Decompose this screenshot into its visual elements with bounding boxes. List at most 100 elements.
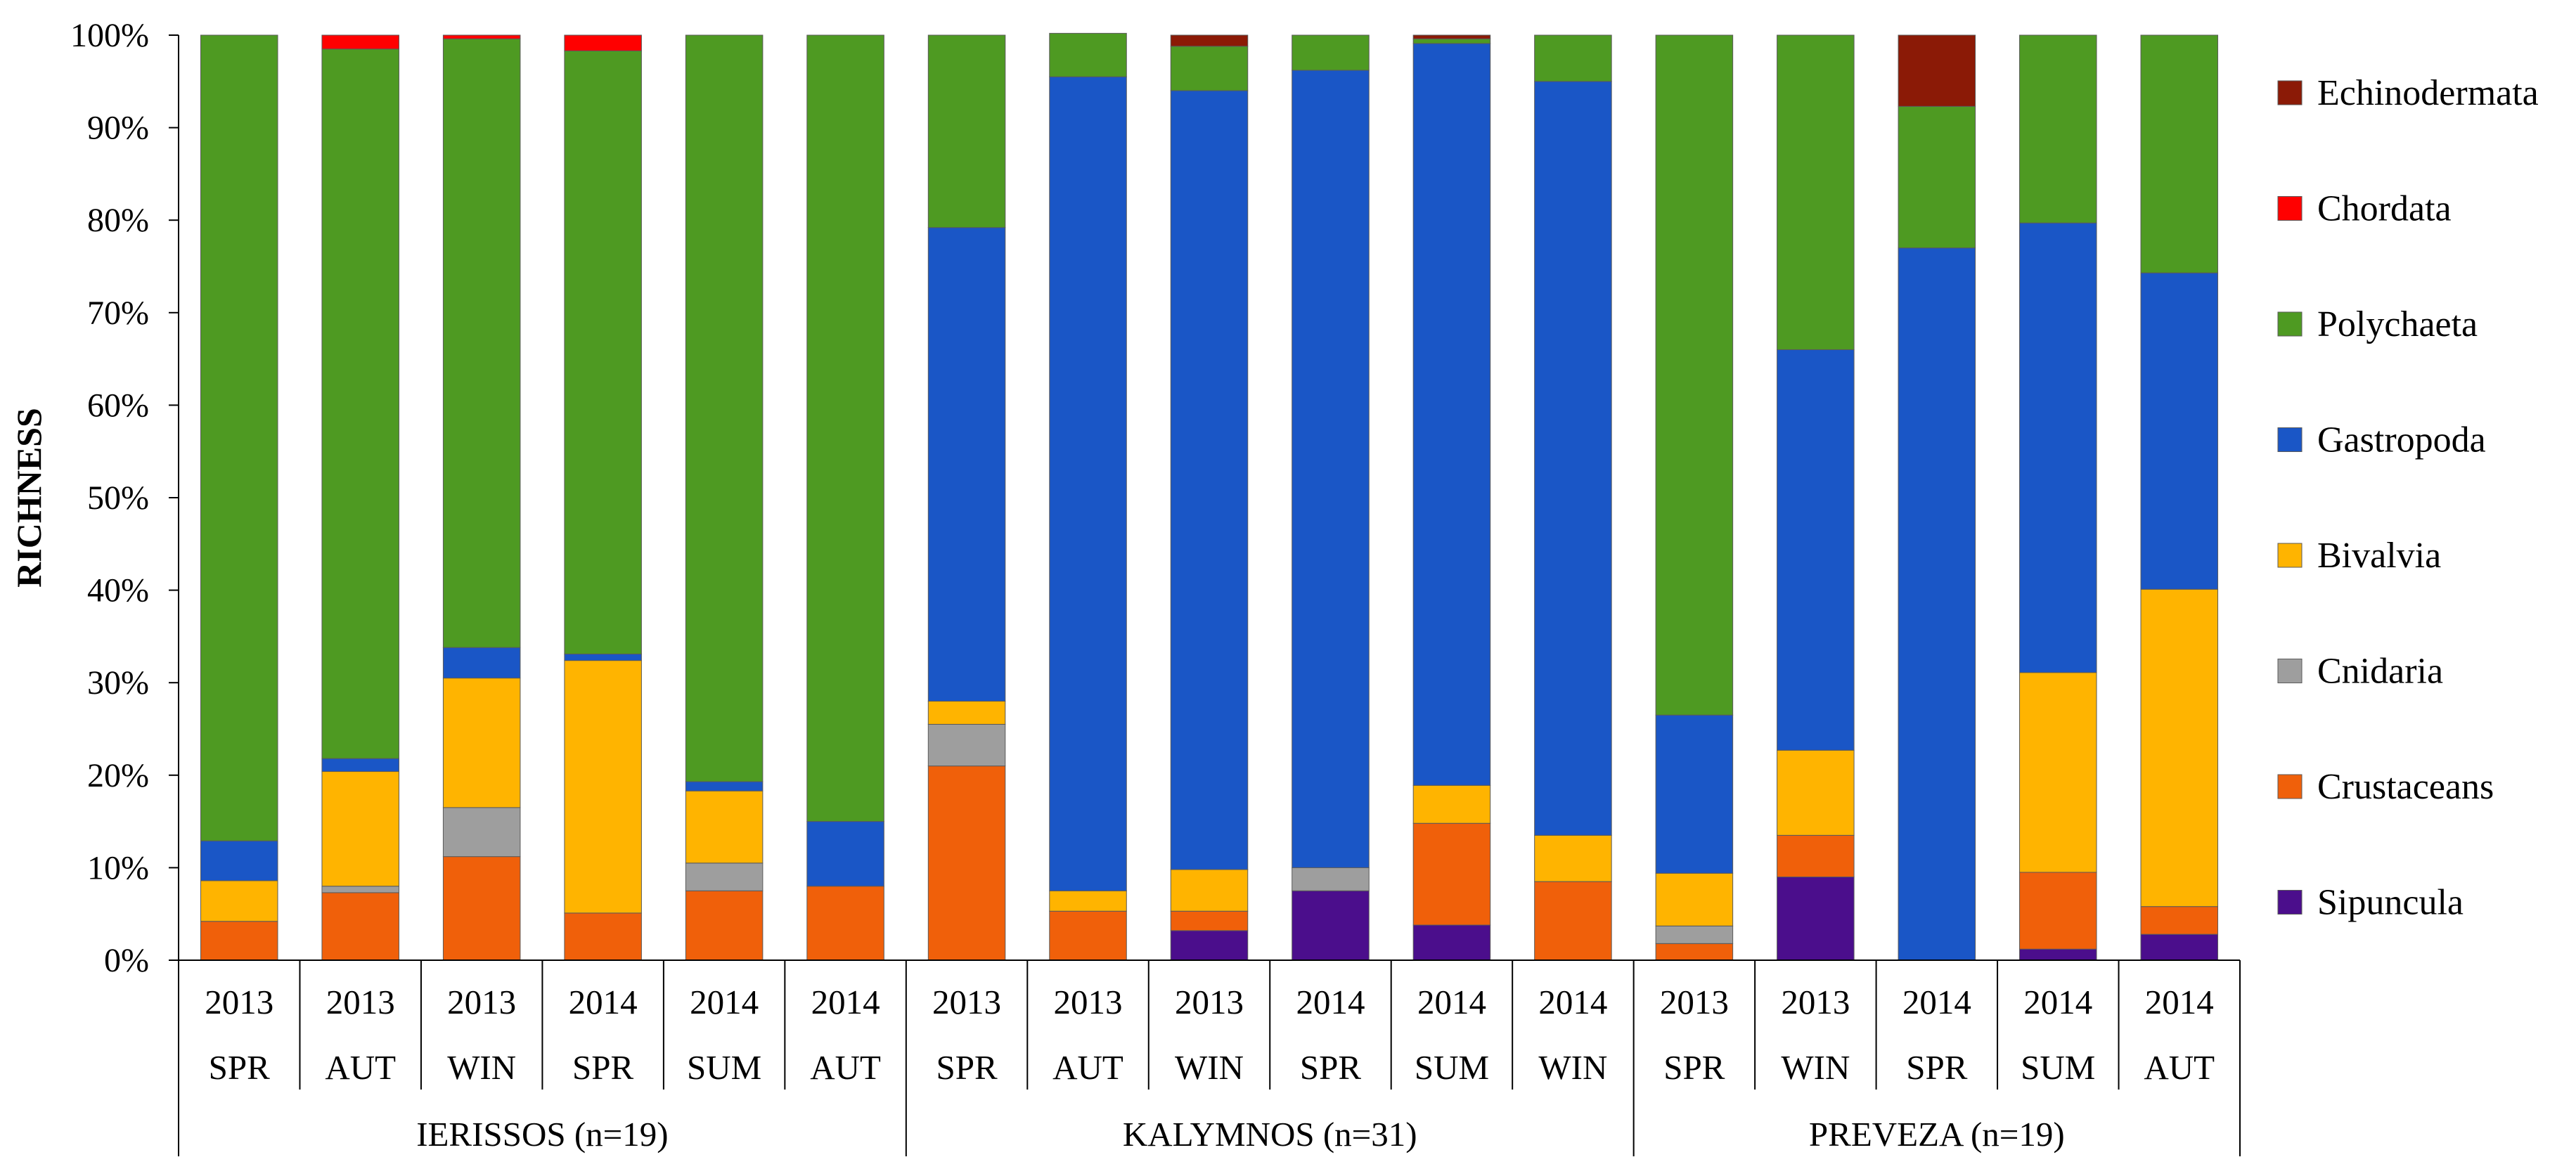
bar-segment-echinodermata-15 (1898, 34, 1976, 107)
y-tick-label: 50% (87, 479, 149, 517)
bar-segment-crustaceans-12 (1534, 881, 1612, 961)
category-year-label: 2014 (569, 983, 638, 1021)
category-season-label: WIN (1538, 1048, 1607, 1087)
legend: Echinodermata Chordata Polychaeta Gastropod… (2277, 73, 2539, 923)
bar-segment-bivalvia-16 (2019, 672, 2097, 873)
legend-swatch-crustaceans (2277, 774, 2303, 799)
bar-segment-polychaeta-15 (1898, 105, 1976, 249)
bar-segment-bivalvia-7 (927, 701, 1006, 725)
bar-segment-bivalvia-8 (1049, 890, 1127, 912)
bar-segment-cnidaria-2 (321, 886, 399, 893)
bar-segment-bivalvia-2 (321, 771, 399, 887)
bar-segment-bivalvia-14 (1777, 749, 1855, 836)
bar-segment-crustaceans-3 (442, 856, 521, 961)
category-year-label: 2014 (811, 983, 880, 1021)
bar-segment-polychaeta-11 (1412, 38, 1491, 44)
bar-segment-crustaceans-14 (1777, 834, 1855, 878)
bar-segment-crustaceans-6 (806, 886, 884, 961)
bar-segment-polychaeta-5 (685, 34, 764, 782)
bar-segment-polychaeta-1 (200, 34, 278, 841)
bar-segment-polychaeta-12 (1534, 34, 1612, 82)
category-season-label: SPR (1663, 1048, 1725, 1087)
bar-segment-polychaeta-10 (1292, 34, 1370, 71)
bar-segment-bivalvia-4 (564, 660, 642, 914)
y-tick-label: 90% (87, 110, 149, 147)
bar-segment-gastropoda-1 (200, 840, 278, 881)
category-season-label: SUM (687, 1048, 761, 1087)
category-year-label: 2013 (1660, 983, 1729, 1021)
bar-segment-crustaceans-1 (200, 921, 278, 961)
bar-segment-polychaeta-14 (1777, 34, 1855, 350)
bar-segment-gastropoda-4 (564, 653, 642, 661)
legend-label-echinodermata: Echinodermata (2317, 73, 2539, 113)
legend-swatch-echinodermata (2277, 80, 2303, 105)
y-axis-title: RICHNESS (9, 408, 49, 588)
category-season-label: WIN (447, 1048, 516, 1087)
bar-segment-gastropoda-10 (1292, 70, 1370, 868)
bar-segment-gastropoda-14 (1777, 349, 1855, 751)
legend-label-cnidaria: Cnidaria (2317, 652, 2443, 692)
category-season-label: SPR (936, 1048, 998, 1087)
bar-segment-crustaceans-8 (1049, 910, 1127, 961)
bar-segment-polychaeta-13 (1655, 34, 1734, 716)
bar-segment-cnidaria-5 (685, 862, 764, 891)
category-year-label: 2014 (1538, 983, 1607, 1021)
axes-layer (169, 34, 2241, 1156)
category-season-label: AUT (810, 1048, 881, 1087)
bar-segment-bivalvia-17 (2140, 588, 2219, 907)
bar-segment-chordata-4 (564, 34, 642, 51)
category-year-label: 2014 (1417, 983, 1486, 1021)
category-year-label: 2013 (1175, 983, 1244, 1021)
bar-segment-chordata-3 (442, 34, 521, 39)
bar-segment-polychaeta-17 (2140, 34, 2219, 273)
bar-segment-polychaeta-8 (1049, 32, 1127, 77)
y-tick-label: 10% (87, 849, 149, 886)
category-year-label: 2014 (2023, 983, 2092, 1021)
category-year-label: 2013 (1781, 983, 1850, 1021)
y-tick-label: 60% (87, 387, 149, 424)
category-season-label: AUT (325, 1048, 396, 1087)
legend-label-crustaceans: Crustaceans (2317, 767, 2494, 807)
bar-segment-gastropoda-12 (1534, 81, 1612, 836)
bar-segment-echinodermata-11 (1412, 34, 1491, 39)
bar-segment-sipuncula-10 (1292, 890, 1370, 961)
bar-segment-polychaeta-3 (442, 38, 521, 648)
category-season-label: SPR (1300, 1048, 1362, 1087)
category-season-label: SPR (209, 1048, 271, 1087)
group-label: IERISSOS (n=19) (416, 1115, 668, 1154)
bar-segment-bivalvia-1 (200, 880, 278, 922)
bar-segment-echinodermata-9 (1170, 34, 1249, 47)
category-year-label: 2014 (2145, 983, 2214, 1021)
bar-segment-gastropoda-5 (685, 781, 764, 791)
bar-segment-crustaceans-7 (927, 765, 1006, 961)
bar-segment-polychaeta-6 (806, 34, 884, 822)
bar-segment-crustaceans-2 (321, 892, 399, 961)
category-year-label: 2014 (690, 983, 759, 1021)
bar-segment-polychaeta-9 (1170, 46, 1249, 91)
category-year-label: 2013 (447, 983, 516, 1021)
bar-segment-polychaeta-7 (927, 34, 1006, 228)
bar-segment-crustaceans-13 (1655, 943, 1734, 961)
bar-segment-cnidaria-7 (927, 723, 1006, 767)
category-year-label: 2013 (205, 983, 273, 1021)
category-season-label: WIN (1781, 1048, 1850, 1087)
y-tick-label: 30% (87, 664, 149, 702)
bar-segment-gastropoda-16 (2019, 222, 2097, 673)
bar-segment-gastropoda-15 (1898, 247, 1976, 961)
y-tick-label: 70% (87, 295, 149, 332)
bar-segment-bivalvia-9 (1170, 869, 1249, 912)
group-label: KALYMNOS (n=31) (1123, 1115, 1417, 1154)
category-year-label: 2013 (326, 983, 395, 1021)
bar-segment-bivalvia-13 (1655, 872, 1734, 926)
bar-segment-sipuncula-17 (2140, 933, 2219, 961)
bar-segment-polychaeta-16 (2019, 34, 2097, 224)
legend-label-chordata: Chordata (2317, 189, 2452, 229)
labels-layer: 0% 10% 20% 30% 40% 50% 60% 70% 80% 90% 100% 2013 SPR… (70, 17, 2215, 1154)
legend-swatch-cnidaria (2277, 659, 2303, 683)
bar-segment-gastropoda-11 (1412, 43, 1491, 786)
category-year-label: 2014 (1296, 983, 1365, 1021)
bar-segment-gastropoda-9 (1170, 90, 1249, 870)
bar-segment-cnidaria-10 (1292, 867, 1370, 891)
category-year-label: 2013 (932, 983, 1001, 1021)
